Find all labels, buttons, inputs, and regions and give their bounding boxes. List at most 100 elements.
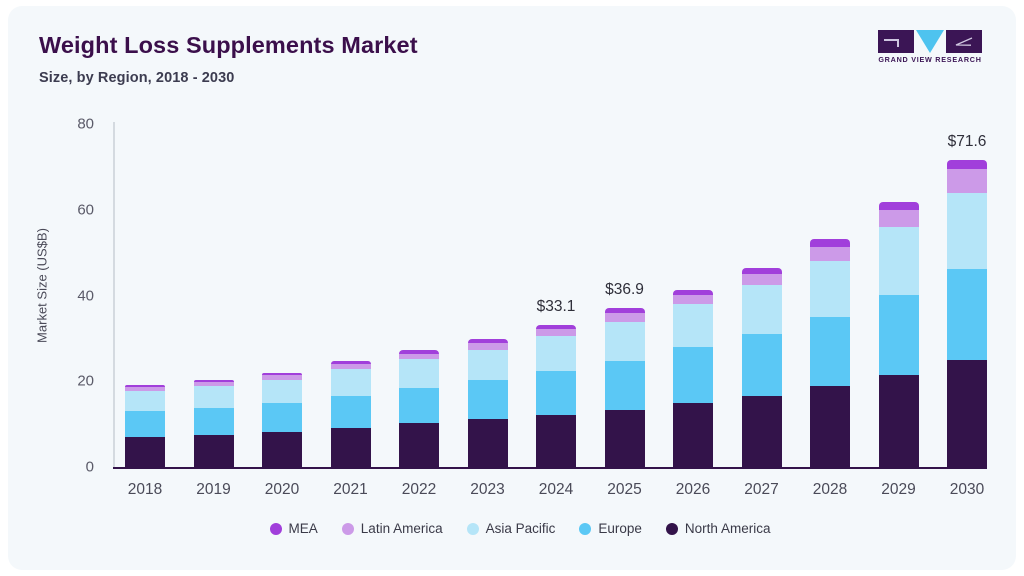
bar-segment-asia-pacific[interactable]	[467, 349, 508, 381]
bar-column[interactable]	[878, 201, 919, 467]
bar-segment-europe[interactable]	[467, 380, 508, 420]
x-axis-tick: 2018	[127, 481, 163, 498]
bar-column[interactable]	[810, 239, 850, 467]
x-axis-tick: 2025	[607, 481, 642, 498]
legend-item-north-america[interactable]: North America	[665, 521, 770, 536]
bar-segment-latin-america[interactable]	[467, 343, 508, 350]
bar-segment-north-america[interactable]	[741, 395, 782, 467]
bar-segment-north-america[interactable]	[125, 437, 165, 467]
bar-segment-north-america[interactable]	[262, 432, 302, 467]
y-axis-line	[113, 122, 115, 468]
x-axis-tick: 2024	[538, 481, 574, 498]
bar-column[interactable]	[741, 267, 782, 467]
bar-segment-mea[interactable]	[125, 384, 165, 387]
bar-column[interactable]	[399, 350, 439, 467]
bar-segment-mea[interactable]	[810, 239, 850, 248]
bar-segment-mea[interactable]	[947, 160, 987, 170]
bar-segment-asia-pacific[interactable]	[536, 336, 576, 372]
y-axis-tick: 60	[77, 201, 94, 219]
bar-segment-asia-pacific[interactable]	[262, 379, 302, 404]
bar-segment-latin-america[interactable]	[125, 386, 165, 391]
bar-segment-europe[interactable]	[125, 411, 165, 437]
bar-segment-mea[interactable]	[673, 289, 713, 295]
stacked-bar-chart: Market Size (US$B) 0 20 40 60 80 2018 2019 202…	[8, 6, 1016, 570]
legend-swatch-icon	[579, 522, 592, 535]
legend-item-asia-pacific[interactable]: Asia Pacific	[466, 521, 555, 536]
bar-segment-mea[interactable]	[330, 361, 371, 365]
legend-item-mea[interactable]: MEA	[269, 521, 318, 536]
bar-segment-latin-america[interactable]	[262, 375, 302, 380]
bar-column[interactable]	[947, 160, 987, 467]
bar-segment-latin-america[interactable]	[878, 210, 919, 228]
bar-segment-asia-pacific[interactable]	[399, 359, 439, 389]
bar-column[interactable]	[330, 361, 371, 467]
bar-segment-latin-america[interactable]	[673, 294, 713, 305]
bar-segment-asia-pacific[interactable]	[125, 390, 165, 412]
logo-left-bar-h	[884, 39, 899, 41]
y-axis-tick: 80	[77, 115, 94, 133]
bar-segment-asia-pacific[interactable]	[673, 304, 713, 347]
bar-segment-latin-america[interactable]	[810, 247, 850, 261]
bar-segment-north-america[interactable]	[536, 414, 576, 467]
bar-segment-asia-pacific[interactable]	[741, 284, 782, 335]
bar-segment-mea[interactable]	[193, 379, 234, 383]
bar-segment-north-america[interactable]	[947, 359, 987, 467]
bar-column[interactable]	[536, 324, 576, 467]
bar-segment-north-america[interactable]	[330, 427, 371, 467]
bar-segment-north-america[interactable]	[673, 403, 713, 467]
bar-segment-mea[interactable]	[741, 267, 782, 275]
bar-segment-europe[interactable]	[741, 334, 782, 396]
bar-segment-europe[interactable]	[673, 346, 713, 404]
y-axis-tick: 20	[77, 372, 94, 390]
bar-segment-north-america[interactable]	[878, 374, 919, 467]
bar-segment-asia-pacific[interactable]	[330, 369, 371, 397]
bar-column[interactable]	[604, 308, 645, 467]
bar-segment-north-america[interactable]	[810, 385, 850, 467]
x-axis-tick: 2021	[333, 481, 368, 498]
bar-segment-latin-america[interactable]	[741, 274, 782, 285]
bar-segment-latin-america[interactable]	[947, 169, 987, 193]
bar-segment-latin-america[interactable]	[399, 353, 439, 360]
bar-segment-europe[interactable]	[947, 268, 987, 360]
bar-segment-asia-pacific[interactable]	[810, 260, 850, 317]
logo-left-bar-v	[897, 39, 899, 47]
bar-segment-asia-pacific[interactable]	[604, 321, 645, 361]
bar-segment-asia-pacific[interactable]	[193, 385, 234, 408]
bar-segment-europe[interactable]	[878, 295, 919, 375]
bar-segment-latin-america[interactable]	[536, 328, 576, 337]
bar-segment-mea[interactable]	[467, 339, 508, 344]
bar-segment-north-america[interactable]	[467, 419, 508, 467]
bar-segment-north-america[interactable]	[399, 423, 439, 467]
x-axis-line	[113, 467, 987, 469]
bar-segment-europe[interactable]	[399, 388, 439, 424]
bar-segment-mea[interactable]	[399, 350, 439, 354]
bar-segment-europe[interactable]	[810, 316, 850, 386]
bar-segment-europe[interactable]	[330, 396, 371, 428]
bar-segment-asia-pacific[interactable]	[947, 192, 987, 269]
bar-segment-europe[interactable]	[262, 403, 302, 433]
bar-segment-latin-america[interactable]	[193, 382, 234, 386]
bar-segment-europe[interactable]	[604, 360, 645, 410]
bar-segment-europe[interactable]	[536, 371, 576, 415]
bar-segment-mea[interactable]	[262, 372, 302, 376]
bar-segment-mea[interactable]	[878, 201, 919, 211]
legend-label: Latin America	[360, 521, 443, 536]
bar-segment-mea[interactable]	[536, 324, 576, 329]
bar-column[interactable]	[673, 289, 713, 467]
legend-item-europe[interactable]: Europe	[579, 521, 642, 536]
bar-segment-mea[interactable]	[604, 308, 645, 314]
legend-item-latin-america[interactable]: Latin America	[341, 521, 443, 536]
bar-segment-north-america[interactable]	[604, 409, 645, 467]
bar-column[interactable]	[467, 339, 508, 467]
bar-segment-asia-pacific[interactable]	[878, 227, 919, 296]
bar-column[interactable]	[125, 384, 165, 467]
bar-segment-latin-america[interactable]	[604, 313, 645, 322]
grand-view-research-logo: GRAND VIEW RESEARCH	[878, 30, 982, 66]
legend-swatch-icon	[665, 522, 678, 535]
bar-segment-europe[interactable]	[193, 407, 234, 436]
bar-segment-latin-america[interactable]	[330, 364, 371, 370]
bar-column[interactable]	[262, 372, 302, 467]
bar-column[interactable]	[193, 379, 234, 467]
bar-segment-north-america[interactable]	[193, 435, 234, 467]
